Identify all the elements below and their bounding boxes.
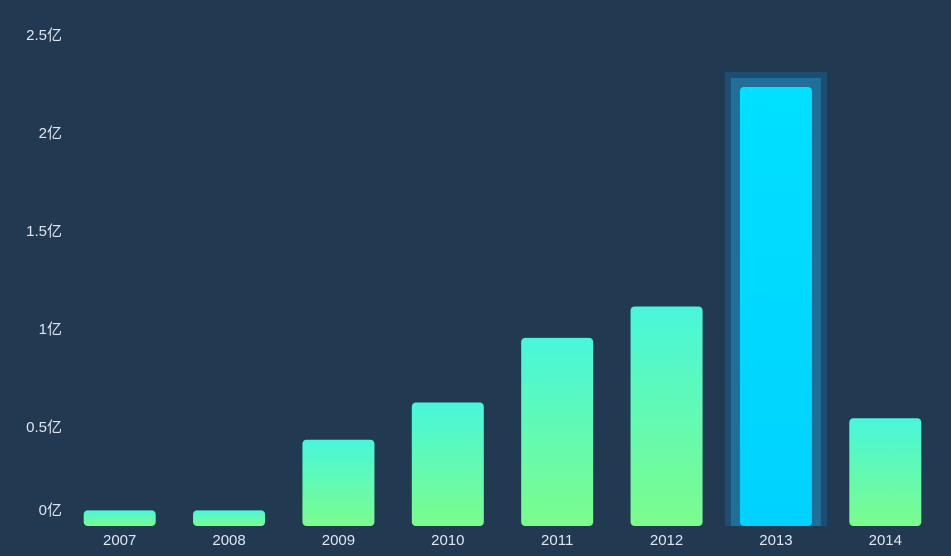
y-tick-label: 2亿: [39, 125, 62, 142]
bar: [849, 418, 922, 526]
bar: [83, 510, 156, 526]
bar: [521, 337, 594, 526]
x-tick-label: 2012: [650, 532, 683, 549]
bar: [411, 402, 484, 526]
bar: [302, 439, 375, 526]
y-tick-label: 1亿: [39, 321, 62, 338]
x-tick-label: 2007: [103, 532, 136, 549]
x-tick-label: 2010: [431, 532, 464, 549]
x-tick-label: 2014: [869, 532, 902, 549]
x-tick-label: 2008: [212, 532, 245, 549]
y-tick-label: 0.5亿: [26, 419, 62, 436]
y-tick-label: 1.5亿: [26, 223, 62, 240]
bar: [739, 86, 812, 527]
bar: [630, 306, 703, 526]
y-tick-label: 0亿: [39, 502, 62, 519]
x-tick-label: 2013: [759, 532, 792, 549]
x-tick-label: 2011: [541, 532, 573, 549]
x-tick-label: 2009: [322, 532, 355, 549]
bar: [193, 510, 266, 526]
y-tick-label: 2.5亿: [26, 27, 62, 44]
